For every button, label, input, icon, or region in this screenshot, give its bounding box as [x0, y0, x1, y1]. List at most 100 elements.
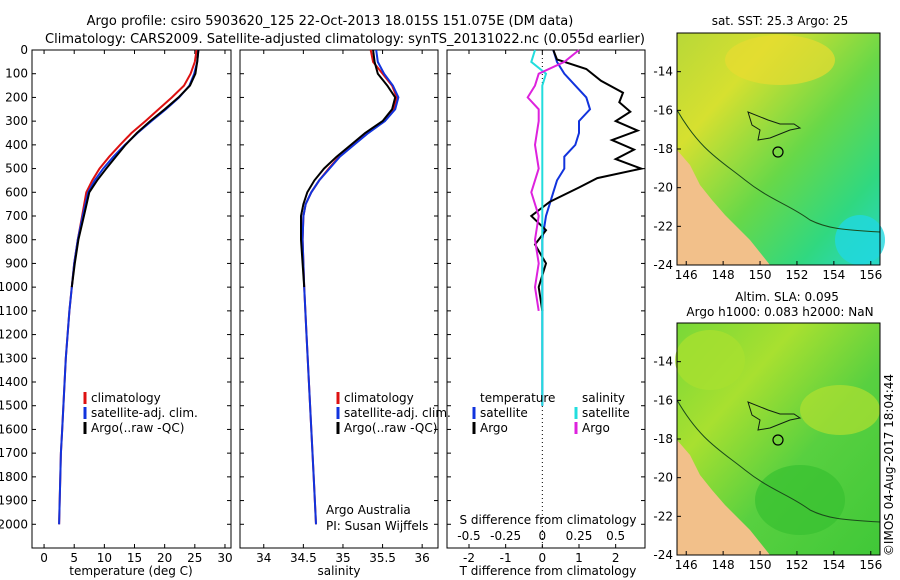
land-coast	[677, 150, 770, 265]
temperature-legend: climatology satellite-adj. clim. Argo(..…	[83, 391, 198, 435]
depth-contour	[676, 109, 881, 233]
map-y-tick-label: -16	[653, 393, 673, 407]
map-y-tick-label: -16	[653, 103, 673, 117]
x-top-tick-label: 0	[539, 529, 547, 543]
y-tick-label: 100	[5, 67, 28, 81]
map-y-tick-label: -14	[653, 355, 673, 369]
map-y-tick-label: -20	[653, 181, 673, 195]
map-x-tick-label: 148	[712, 558, 735, 572]
y-tick-label: 1800	[0, 470, 28, 484]
y-tick-label: 0	[20, 43, 28, 57]
legend-argo-label: Argo(..raw -QC)	[344, 421, 437, 435]
y-tick-label: 1400	[0, 375, 28, 389]
x-tick-label: 30	[217, 551, 232, 565]
temperature-plot: 0 5 10 15 20 25 300100200300400500600700800900…	[0, 43, 233, 565]
map-x-tick-label: 150	[749, 558, 772, 572]
y-tick-label: 900	[5, 256, 28, 270]
title-line-2: Climatology: CARS2009. Satellite-adjuste…	[45, 32, 645, 47]
x-tick-label: 25	[187, 551, 202, 565]
legend-t-argo-label: Argo	[480, 421, 508, 435]
annotation-argo-australia: Argo Australia	[326, 503, 411, 517]
y-tick-label: 300	[5, 114, 28, 128]
salinity-legend: climatology satellite-adj. clim. Argo(..…	[336, 391, 451, 435]
x-top-tick-label: 0.25	[566, 529, 593, 543]
sla-high-patch	[800, 385, 880, 435]
difference-xlabel-top: S difference from climatology	[460, 513, 637, 527]
x-tick-label: 5	[70, 551, 78, 565]
sst-warm-patch	[725, 35, 835, 85]
map-y-tick-label: -22	[653, 219, 673, 233]
salinity-plot: 34 34.5 35 35.5 36	[240, 49, 438, 565]
salinity-xlabel: salinity	[317, 564, 360, 578]
sst-map	[676, 32, 885, 266]
legend-temperature-title: temperature	[480, 391, 555, 405]
annotation-pi: PI: Susan Wijffels	[326, 519, 428, 533]
y-tick-label: 600	[5, 185, 28, 199]
map-x-tick-label: 148	[712, 268, 735, 282]
map-y-tick-label: -22	[653, 509, 673, 523]
legend-satellite-label: satellite-adj. clim.	[91, 406, 198, 420]
temperature-xlabel: temperature (deg C)	[69, 564, 192, 578]
series-line-s-argo	[526, 49, 580, 312]
x-tick-label: 10	[97, 551, 112, 565]
series-line-argo-raw-qc-	[70, 49, 200, 288]
title-line-1: Argo profile: csiro 5903620_125 22-Oct-2…	[87, 14, 574, 29]
map-y-tick-label: -24	[653, 548, 673, 562]
x-tick-label: 34	[256, 551, 271, 565]
x-tick-label: 35	[335, 551, 350, 565]
series-line-t-argo	[529, 49, 645, 312]
series-line-climatology	[58, 49, 198, 525]
legend-salinity-title: salinity	[582, 391, 625, 405]
x-tick-label: 36	[415, 551, 430, 565]
sla-map-title-1: Altim. SLA: 0.095	[735, 290, 839, 304]
y-tick-label: 1200	[0, 328, 28, 342]
difference-legend: temperature satellite Argo salinity sate…	[472, 391, 630, 435]
x-tick-label: 34.5	[290, 551, 317, 565]
y-tick-label: 400	[5, 138, 28, 152]
reef-outline	[747, 401, 802, 431]
difference-panel	[446, 49, 646, 549]
series-line-satellite-adj-clim-	[301, 49, 400, 525]
y-tick-label: 1100	[0, 304, 28, 318]
x-top-tick-label: -0.5	[457, 529, 480, 543]
x-tick-label: -2	[463, 551, 475, 565]
float-position-marker	[772, 434, 784, 446]
x-tick-label: 15	[127, 551, 142, 565]
float-position-marker	[772, 146, 784, 158]
x-tick-label: 20	[157, 551, 172, 565]
sla-map-axes: 146 148 150 152 154 156 -14 -16 -18 -20 -22 -24	[653, 355, 882, 572]
x-tick-label: 0	[40, 551, 48, 565]
y-tick-label: 700	[5, 209, 28, 223]
y-tick-label: 1500	[0, 399, 28, 413]
y-tick-label: 500	[5, 162, 28, 176]
depth-contour	[676, 399, 881, 523]
y-tick-label: 1900	[0, 494, 28, 508]
x-top-tick-label: 0.5	[606, 529, 625, 543]
map-y-tick-label: -20	[653, 471, 673, 485]
map-y-tick-label: -24	[653, 258, 673, 272]
series-line-argo-raw-qc-	[300, 49, 397, 288]
x-tick-label: 35.5	[369, 551, 396, 565]
map-y-tick-label: -14	[653, 65, 673, 79]
y-tick-label: 1700	[0, 446, 28, 460]
sla-map	[675, 322, 881, 556]
legend-s-satellite-label: satellite	[582, 406, 630, 420]
series-line-satellite-adj-clim-	[58, 49, 200, 525]
temperature-panel	[31, 49, 232, 549]
salinity-panel	[239, 49, 439, 549]
legend-satellite-label: satellite-adj. clim.	[344, 406, 451, 420]
map-y-tick-label: -18	[653, 432, 673, 446]
legend-s-argo-label: Argo	[582, 421, 610, 435]
y-tick-label: 1000	[0, 280, 28, 294]
legend-t-satellite-label: satellite	[480, 406, 528, 420]
sst-map-axes: 146 148 150 152 154 156 -14 -16 -18 -20 -22 -24	[653, 65, 882, 282]
y-tick-label: 1300	[0, 351, 28, 365]
map-x-tick-label: 154	[822, 268, 845, 282]
map-x-tick-label: 152	[786, 268, 809, 282]
x-tick-label: -1	[500, 551, 512, 565]
y-tick-label: 1600	[0, 422, 28, 436]
x-top-tick-label: -0.25	[490, 529, 521, 543]
sst-map-title: sat. SST: 25.3 Argo: 25	[712, 14, 849, 28]
map-x-tick-label: 156	[859, 558, 882, 572]
imos-credit: ©IMOS 04-Aug-2017 18:04:44	[882, 374, 896, 556]
